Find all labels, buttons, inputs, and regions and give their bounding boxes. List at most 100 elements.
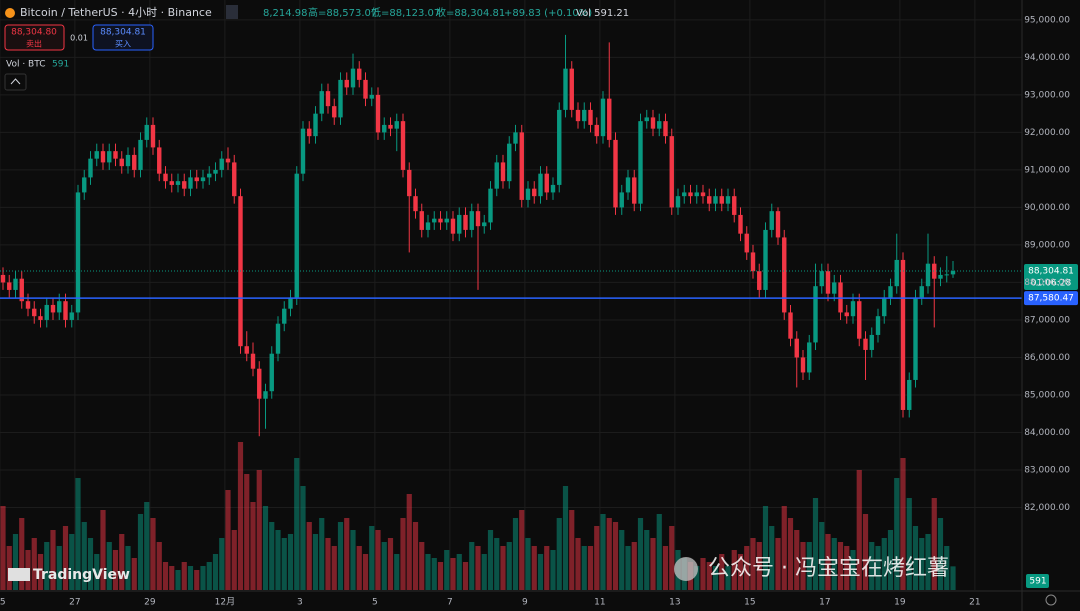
candle-body [944,274,949,276]
volume-bar [237,442,244,590]
candle-body [94,151,99,159]
volume-bar [337,522,344,590]
volume-bar [712,566,719,590]
volume-bar [512,518,519,590]
volume-bar [756,542,762,590]
volume-bar [719,554,725,590]
volume-bar [825,534,831,590]
candle-body [494,162,499,189]
volume-bar [619,530,625,590]
candle-body [269,353,274,392]
volume-bar [600,514,606,590]
volume-bar [781,506,787,590]
volume-bar [31,538,37,590]
candle-body [725,196,731,204]
hline-tag-label: 87,580.47 [1028,294,1074,304]
candle-body [519,132,524,200]
volume-bar [662,546,669,590]
candle-body [394,121,399,129]
volume-bar [81,522,87,590]
volume-bar [69,534,75,590]
volume-bar [162,562,169,590]
candle-body [369,94,374,99]
sell-button[interactable] [4,24,65,51]
volume-bar [469,542,475,590]
volume-bar [412,522,419,590]
candle-body [332,106,337,118]
x-tick-label: 13 [669,598,680,608]
candle-body [769,211,774,230]
volume-bar [737,554,744,590]
y-tick-label: 86,000.00 [1024,353,1070,363]
volume-bar [287,534,294,590]
volume-bar [837,542,844,590]
volume-bar [212,554,219,590]
volume-bar [119,534,125,590]
candle-body [794,338,799,358]
candle-body [0,274,6,283]
volume-bar [906,498,912,590]
volume-bar [631,542,637,590]
candle-body [225,158,231,163]
candle-body [175,181,181,185]
volume-bar [562,486,569,590]
symbol: Bitcoin / TetherUS · 4小时 · Binance [20,6,212,19]
volume-bar [250,502,256,590]
volume-bar [856,470,862,590]
volume-bar [881,538,887,590]
volume-bar [844,546,850,590]
volume-bar [794,530,800,590]
buy-button[interactable] [92,24,154,51]
hline-tag [1024,291,1078,306]
volume-bar [369,526,375,590]
candle-body [813,286,818,343]
candle-body [100,151,106,163]
candle-body [913,297,918,380]
volume-bar [481,554,487,590]
volume-bar [531,546,537,590]
candle-body [932,263,937,279]
candle-body [363,79,368,99]
volume-bar [194,570,200,590]
volume-bar [656,514,662,590]
settings-icon[interactable] [1045,594,1057,606]
candle-body [475,211,481,227]
volume-bar [375,530,381,590]
candle-body [900,259,906,410]
volume-bar [362,554,369,590]
volume-bar [269,522,275,590]
candle-body [344,79,349,88]
logo: TradingView [33,567,130,583]
x-tick-label: 12月 [215,597,235,608]
candle-body [825,271,831,294]
volume-bar [462,562,469,590]
candle-body [600,98,606,137]
candle-body [869,334,874,350]
volume-bar [56,546,62,590]
candle-body [82,177,87,193]
volume-bar [131,558,137,590]
volume-bar [206,562,212,590]
logo-icon [8,568,30,581]
candle-body [750,252,756,272]
volume-bar [12,534,19,590]
collapse-button[interactable] [4,73,27,91]
volume-bar [937,518,944,590]
candle-body [75,192,81,313]
volume-bar [200,566,206,590]
volume-bar [812,498,819,590]
countdown: 01:06:28 [1031,279,1072,289]
candle-body [888,286,893,298]
candle-body [313,113,318,137]
y-tick-label: 94,000.00 [1024,53,1070,63]
candle-body [169,181,174,185]
volume-bar [125,546,131,590]
volume-bar [112,550,119,590]
candle-body [625,177,631,193]
eye-button[interactable] [226,5,238,19]
volume-bar [444,550,450,590]
volume-bar [437,562,444,590]
candle-body [157,147,162,174]
volume-bar [319,518,325,590]
candle-layer [0,34,956,437]
